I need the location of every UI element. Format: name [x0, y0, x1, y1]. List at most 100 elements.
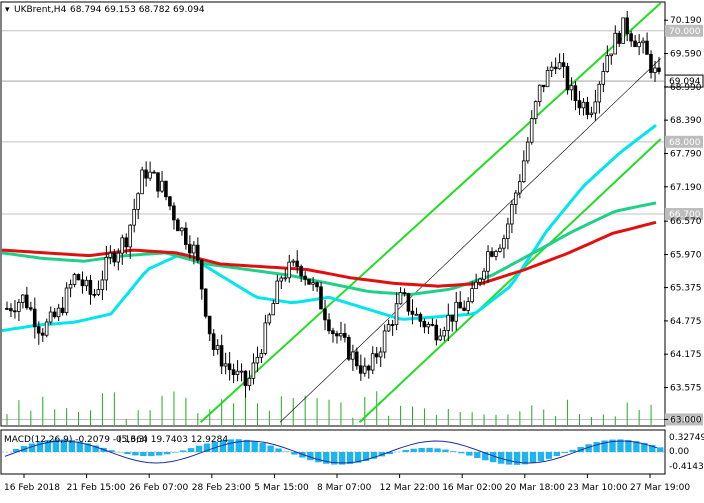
candle-body [272, 304, 275, 315]
candle-body [514, 193, 517, 204]
candle-body [638, 43, 641, 47]
price-tick-label: 64.175 [670, 350, 702, 360]
price-tick-label: 67.190 [670, 183, 702, 193]
price-tick-label: 63.575 [670, 384, 702, 394]
candle-body [471, 289, 474, 302]
candle-body [443, 330, 446, 336]
candle-body [451, 315, 454, 321]
time-tick-label: 8 Mar 07:00 [317, 483, 372, 493]
candle-body [165, 181, 168, 197]
candle-body [634, 41, 637, 47]
price-tick-label: 63.000 [670, 415, 702, 425]
candle-body [208, 316, 211, 334]
candle-body [447, 315, 450, 330]
candle-body [200, 260, 203, 289]
candle-body [216, 346, 219, 350]
candle-body [435, 325, 438, 340]
candle-body [415, 314, 418, 315]
candle-body [387, 325, 390, 331]
time-tick-label: 21 Feb 15:00 [67, 483, 126, 493]
macd-bar [315, 452, 321, 462]
candle-body [351, 352, 354, 359]
candle-body [89, 280, 92, 294]
candle-body [149, 172, 152, 178]
indicator-tick-zero: 0.00 [669, 447, 689, 457]
candle-body [431, 324, 434, 325]
candle-body [502, 239, 505, 249]
candle-body [506, 224, 509, 239]
candle-body [355, 352, 358, 366]
candle-body [359, 366, 362, 373]
macd-bar [196, 446, 202, 452]
macd-bar [657, 447, 663, 452]
macd-bar [148, 452, 154, 456]
candle-body [184, 228, 187, 244]
candle-body [363, 366, 366, 373]
candle-body [546, 70, 549, 86]
candle-body [248, 378, 251, 385]
level-label: 70.000 [669, 27, 701, 37]
candle-body [252, 363, 255, 378]
candle-body [602, 72, 605, 85]
candle-body [347, 337, 350, 359]
macd-bar [593, 442, 599, 452]
candle-body [292, 261, 295, 262]
candle-body [17, 302, 20, 311]
candle-body [399, 293, 402, 304]
macd-bar [275, 448, 281, 452]
candle-body [172, 206, 175, 220]
candle-body [280, 278, 283, 281]
time-tick-label: 16 Feb 2018 [4, 483, 60, 493]
candle-body [161, 181, 164, 191]
candle-body [300, 267, 303, 277]
price-tick-label: 69.590 [670, 50, 702, 60]
macd-bar [426, 448, 432, 452]
price-tick-label: 68.990 [670, 83, 702, 93]
candle-body [518, 182, 521, 193]
candle-body [324, 309, 327, 320]
price-tick-label: 66.570 [670, 217, 702, 227]
time-tick-label: 5 Mar 15:00 [254, 483, 309, 493]
macd-bar [466, 452, 472, 456]
candle-body [9, 309, 12, 311]
macd-bar [506, 452, 512, 465]
macd-bar [434, 448, 440, 452]
candle-body [312, 283, 315, 285]
level-label: 68.000 [669, 138, 701, 148]
candle-body [562, 63, 565, 67]
macd-bar [538, 452, 544, 461]
candle-body [538, 85, 541, 101]
time-tick-label: 20 Mar 18:00 [505, 483, 565, 493]
candle-body [224, 364, 227, 366]
candle-body [491, 252, 494, 257]
time-tick-label: 28 Feb 23:00 [192, 483, 251, 493]
candle-body [578, 101, 581, 108]
candle-body [463, 308, 466, 310]
macd-bar [562, 452, 568, 453]
macd-bar [418, 448, 424, 452]
candle-body [419, 314, 422, 321]
candle-body [53, 312, 56, 317]
macd-bar [530, 452, 536, 463]
macd-bar [132, 452, 138, 455]
macd-bar [514, 452, 520, 465]
candle-body [77, 274, 80, 279]
candle-body [85, 280, 88, 285]
candle-body [598, 84, 601, 102]
candle-body [308, 279, 311, 284]
time-tick-label: 26 Feb 07:00 [129, 483, 188, 493]
candle-body [367, 366, 370, 370]
candle-body [658, 68, 661, 72]
candle-body [332, 331, 335, 334]
candle-body [137, 194, 140, 210]
ohlc-values: 68.794 69.153 68.782 69.094 [70, 5, 205, 15]
candle-body [375, 354, 378, 357]
candle-body [29, 308, 32, 309]
candle-body [196, 245, 199, 260]
candle-body [423, 321, 426, 327]
candle-body [288, 262, 291, 278]
header-arrow-icon[interactable]: ▾ [5, 5, 10, 15]
macd-bar [140, 452, 146, 456]
